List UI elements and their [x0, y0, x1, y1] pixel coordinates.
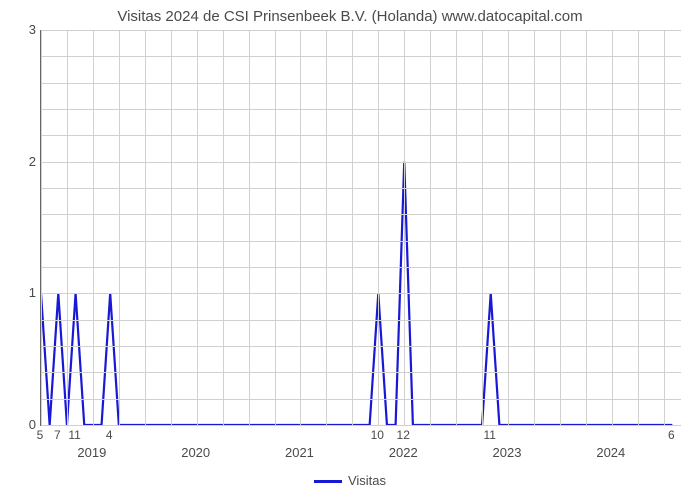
x-tick-label: 2020 [181, 445, 210, 460]
x-tick-label: 2021 [285, 445, 314, 460]
grid-line-v [404, 30, 405, 425]
grid-line-v [326, 30, 327, 425]
grid-line-v [456, 30, 457, 425]
grid-line-v [430, 30, 431, 425]
grid-line-v [249, 30, 250, 425]
grid-line-v [300, 30, 301, 425]
grid-line-v [534, 30, 535, 425]
data-point-label: 10 [371, 428, 384, 442]
x-tick-label: 2022 [389, 445, 418, 460]
grid-line-v [586, 30, 587, 425]
x-tick-label: 2024 [596, 445, 625, 460]
legend-swatch [314, 480, 342, 483]
x-tick-label: 2019 [77, 445, 106, 460]
data-point-label: 11 [483, 428, 495, 442]
legend-label: Visitas [348, 473, 386, 488]
grid-line-v [612, 30, 613, 425]
legend: Visitas [0, 473, 700, 488]
data-point-label: 7 [54, 428, 61, 442]
grid-line-v [223, 30, 224, 425]
chart-title: Visitas 2024 de CSI Prinsenbeek B.V. (Ho… [0, 8, 700, 25]
y-tick-label: 1 [22, 285, 36, 300]
grid-line-v [352, 30, 353, 425]
grid-line-v [482, 30, 483, 425]
y-tick-label: 2 [22, 154, 36, 169]
grid-line-v [378, 30, 379, 425]
chart-container: Visitas 2024 de CSI Prinsenbeek B.V. (Ho… [0, 0, 700, 500]
grid-line-v [275, 30, 276, 425]
plot-area [40, 30, 681, 426]
grid-line-v [67, 30, 68, 425]
grid-line-v [197, 30, 198, 425]
grid-line-v [638, 30, 639, 425]
grid-line-v [41, 30, 42, 425]
data-point-label: 11 [68, 428, 80, 442]
data-point-label: 5 [37, 428, 44, 442]
grid-line-h [41, 425, 681, 426]
grid-line-v [560, 30, 561, 425]
grid-line-v [664, 30, 665, 425]
grid-line-v [119, 30, 120, 425]
x-tick-label: 2023 [493, 445, 522, 460]
grid-line-v [171, 30, 172, 425]
grid-line-v [93, 30, 94, 425]
data-point-label: 12 [397, 428, 410, 442]
y-tick-label: 3 [22, 22, 36, 37]
y-tick-label: 0 [22, 417, 36, 432]
grid-line-v [508, 30, 509, 425]
data-point-label: 4 [106, 428, 113, 442]
data-point-label: 6 [668, 428, 675, 442]
grid-line-v [145, 30, 146, 425]
